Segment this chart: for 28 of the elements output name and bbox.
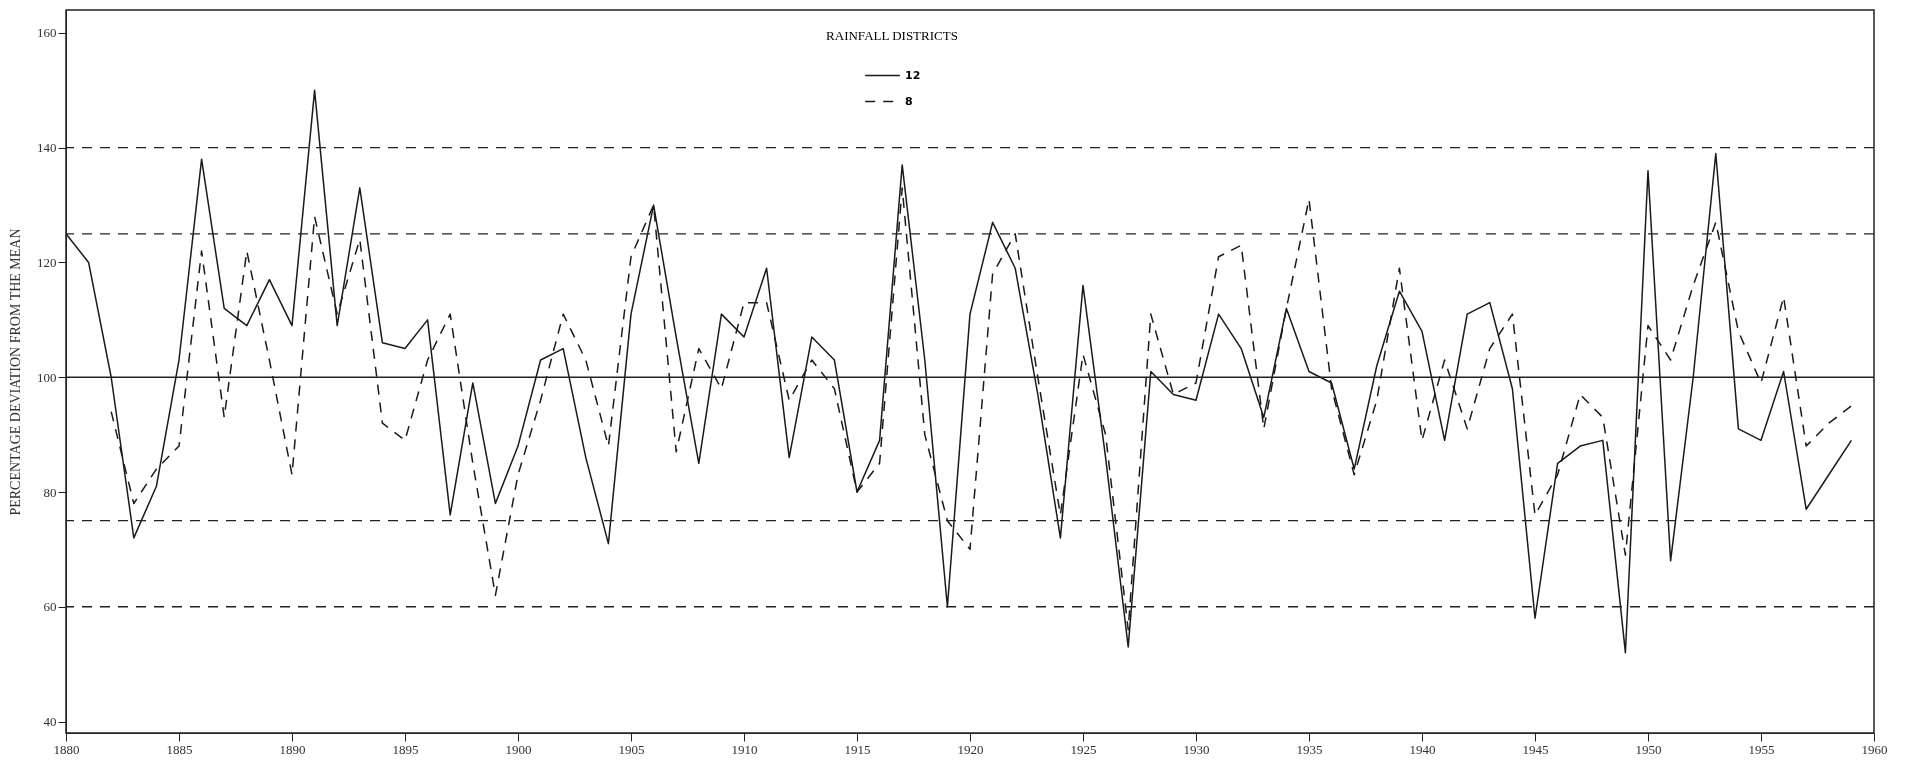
x-tick-label: 1900	[505, 741, 532, 757]
x-tick-label: 1940	[1409, 741, 1436, 757]
x-tick-label: 1910	[731, 741, 758, 757]
x-tick-label: 1930	[1183, 741, 1210, 757]
y-tick-label: 60	[43, 599, 57, 615]
x-tick-label: 1890	[279, 741, 306, 757]
y-tick-label: 80	[43, 484, 57, 500]
x-tick-label: 1950	[1635, 741, 1662, 757]
x-tick-label: 1920	[957, 741, 984, 757]
y-tick-label: 100	[37, 369, 57, 385]
legend-label: 12	[905, 68, 921, 82]
y-tick-label: 40	[43, 714, 57, 730]
x-tick-label: 1895	[392, 741, 419, 757]
y-tick-label: 160	[37, 25, 57, 41]
x-tick-label: 1915	[844, 741, 871, 757]
y-tick-label: 120	[37, 254, 57, 270]
y-axis-title: PERCENTAGE DEVIATION FROM THE MEAN	[8, 228, 23, 516]
x-tick-label: 1960	[1861, 741, 1888, 757]
legend-title: RAINFALL DISTRICTS	[826, 28, 958, 43]
x-tick-label: 1955	[1748, 741, 1775, 757]
x-tick-label: 1925	[1070, 741, 1097, 757]
x-tick-label: 1885	[166, 741, 193, 757]
y-tick-label: 140	[37, 140, 57, 156]
x-tick-label: 1935	[1296, 741, 1323, 757]
x-tick-label: 1945	[1522, 741, 1549, 757]
x-tick-label: 1905	[618, 741, 645, 757]
legend-label: 8	[905, 94, 913, 108]
x-tick-label: 1880	[53, 741, 80, 757]
